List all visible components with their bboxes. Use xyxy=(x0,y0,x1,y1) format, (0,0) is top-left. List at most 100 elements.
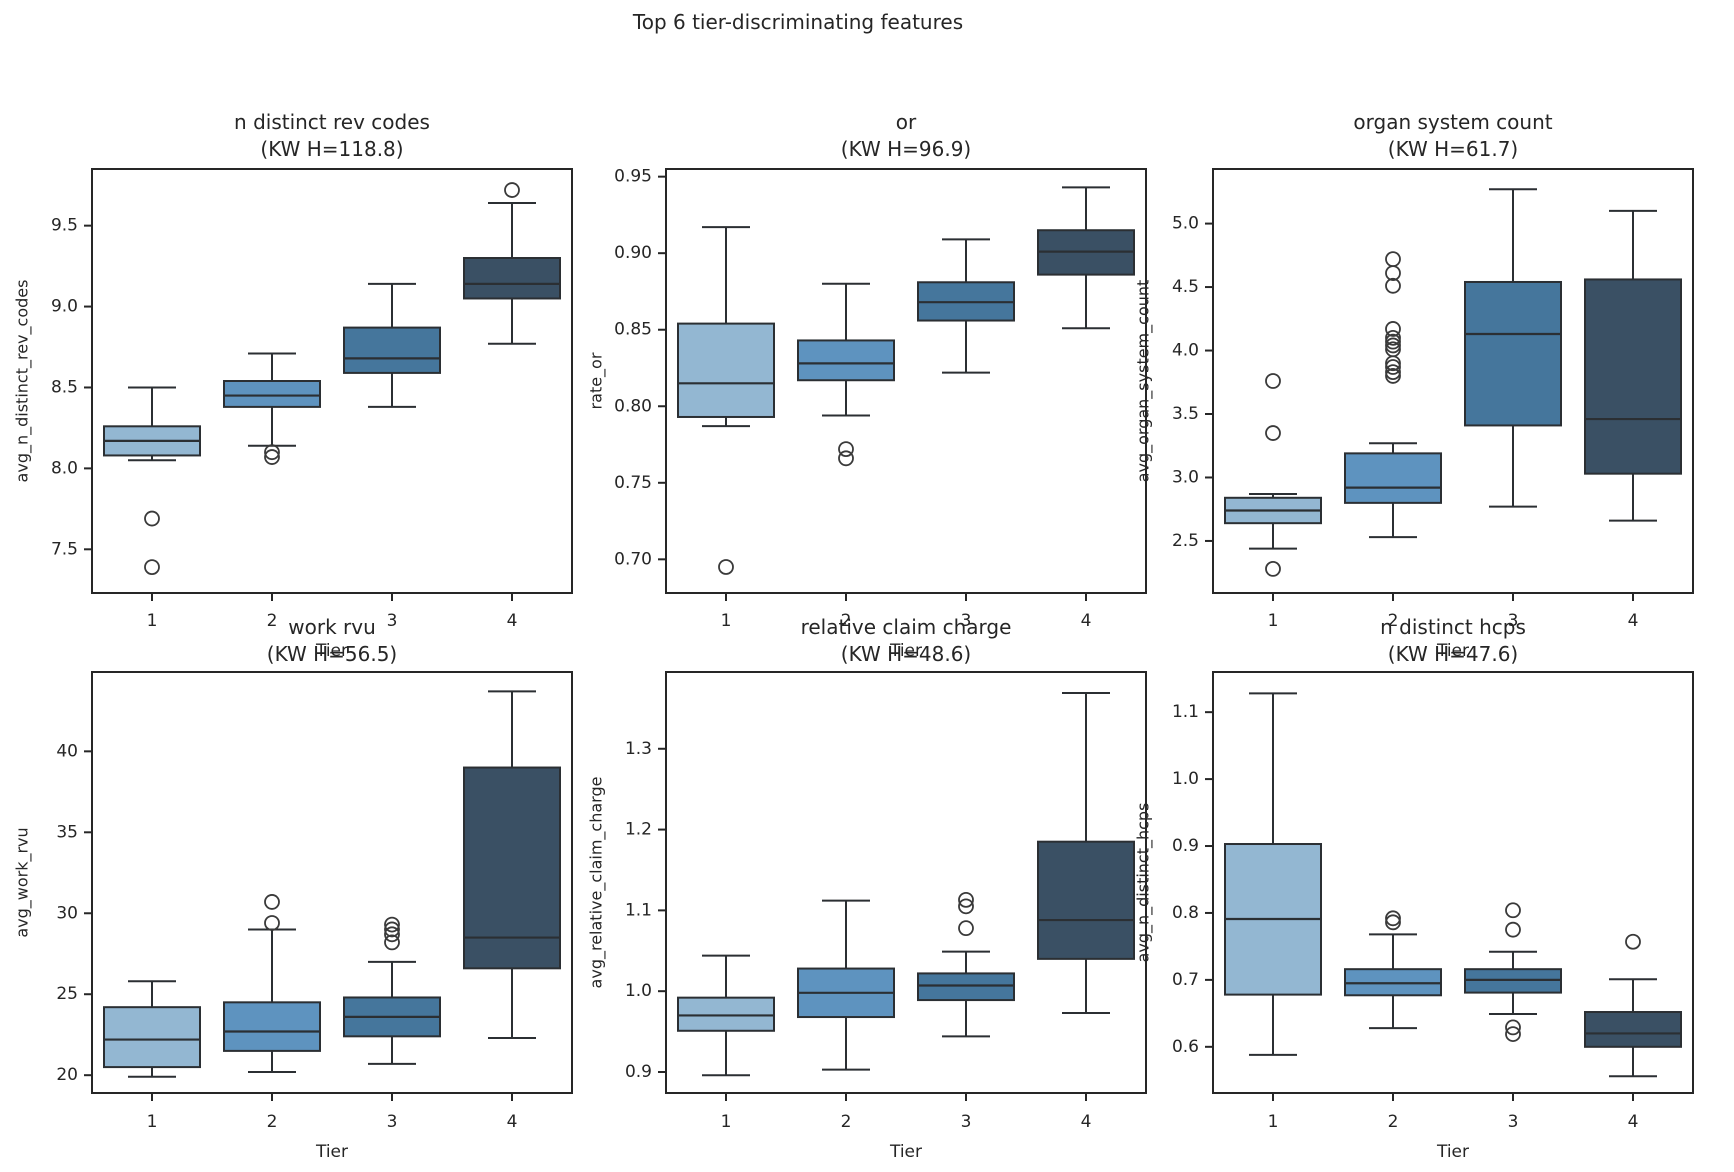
subplot-title: organ system count xyxy=(1353,110,1552,134)
box-tier-3 xyxy=(1464,902,1562,1043)
subplot-subtitle: (KW H=96.9) xyxy=(841,137,971,161)
x-axis-label: Tier xyxy=(1436,1142,1469,1162)
y-tick-label: 0.75 xyxy=(614,473,652,493)
outlier-point xyxy=(1505,921,1521,938)
box-tier-3 xyxy=(917,891,1015,1038)
outlier-point xyxy=(958,898,974,915)
y-tick-label: 9.0 xyxy=(51,297,78,317)
iqr-box xyxy=(223,1001,321,1052)
subplot-subtitle: (KW H=47.6) xyxy=(1388,642,1518,666)
box-tier-2 xyxy=(797,282,895,467)
x-tick-label: 2 xyxy=(1388,611,1399,631)
outlier-point xyxy=(384,926,400,943)
subplot-title: or xyxy=(896,110,917,134)
iqr-box xyxy=(463,257,561,300)
y-tick-label: 0.70 xyxy=(614,549,652,569)
box-tier-4 xyxy=(1037,186,1135,330)
outlier-point xyxy=(264,444,280,461)
outlier-point xyxy=(838,441,854,458)
subplot-title: relative claim charge xyxy=(801,615,1012,639)
y-tick-label: 3.0 xyxy=(1172,467,1199,487)
y-axis-label: avg_n_distinct_rev_codes xyxy=(13,280,33,483)
box-tier-2 xyxy=(1344,251,1442,539)
outlier-point xyxy=(958,920,974,937)
x-tick-label: 4 xyxy=(1628,1112,1639,1132)
iqr-box xyxy=(1464,280,1562,427)
axes-frame xyxy=(1212,168,1694,594)
subplot-2: 0.70 0.75 0.80 0.85 0.90 0.95 rate_or 1 2 3 4 Tier o… xyxy=(587,110,1147,661)
box-tier-1 xyxy=(677,954,775,1077)
subplot-6: 0.6 0.7 0.8 0.9 1.0 1.1 avg_n_distinct_hcps 1 2 3… xyxy=(1134,615,1694,1162)
outlier-point xyxy=(1265,373,1281,389)
y-tick-label: 0.95 xyxy=(614,167,652,187)
box-tier-1 xyxy=(1224,373,1322,577)
subplot-subtitle: (KW H=61.7) xyxy=(1388,137,1518,161)
box-tier-2 xyxy=(1344,910,1442,1030)
outlier-point xyxy=(144,510,160,527)
x-tick-label: 4 xyxy=(507,611,518,631)
outlier-point xyxy=(1385,329,1401,346)
box-tier-4 xyxy=(463,690,561,1039)
y-tick-label: 1.1 xyxy=(1172,702,1199,722)
outlier-point xyxy=(1385,910,1401,927)
x-axis-label: Tier xyxy=(315,1142,348,1162)
axes-frame xyxy=(91,168,573,594)
x-tick-label: 2 xyxy=(841,1112,852,1132)
x-tick-label: 4 xyxy=(1081,1112,1092,1132)
outlier-point xyxy=(1505,902,1521,919)
y-axis-label: avg_work_rvu xyxy=(13,827,33,937)
outlier-point xyxy=(1385,277,1401,294)
box-tier-2 xyxy=(223,352,321,465)
outlier-point xyxy=(1385,914,1401,931)
y-tick-label: 5.0 xyxy=(1172,214,1199,234)
y-tick-label: 20 xyxy=(56,1065,78,1085)
box-tier-1 xyxy=(1224,692,1322,1056)
outlier-point xyxy=(1385,359,1401,375)
y-tick-label: 0.9 xyxy=(625,1062,652,1082)
iqr-box xyxy=(103,1006,201,1069)
y-axis-label: avg_relative_claim_charge xyxy=(587,777,607,989)
subplot-title: n distinct hcps xyxy=(1380,615,1526,639)
outlier-point xyxy=(264,915,280,931)
box-tier-4 xyxy=(1037,692,1135,1015)
iqr-box xyxy=(677,996,775,1032)
x-tick-label: 1 xyxy=(147,611,158,631)
y-tick-label: 3.5 xyxy=(1172,404,1199,424)
box-tier-1 xyxy=(103,980,201,1078)
x-tick-label: 1 xyxy=(147,1112,158,1132)
x-tick-label: 3 xyxy=(387,611,398,631)
axes-frame xyxy=(665,168,1147,594)
y-tick-label: 40 xyxy=(56,741,78,761)
x-tick-label: 4 xyxy=(1081,611,1092,631)
axes-frame xyxy=(1212,671,1694,1094)
y-axis-label: avg_organ_system_count xyxy=(1134,280,1154,483)
outlier-point xyxy=(958,891,974,908)
outlier-point xyxy=(1385,355,1401,372)
box-tier-2 xyxy=(223,894,321,1073)
y-tick-label: 8.0 xyxy=(51,458,78,478)
x-tick-label: 4 xyxy=(507,1112,518,1132)
y-tick-label: 0.7 xyxy=(1172,970,1199,990)
y-tick-label: 7.5 xyxy=(51,539,78,559)
iqr-box xyxy=(1037,840,1135,960)
y-tick-label: 8.5 xyxy=(51,377,78,397)
outlier-point xyxy=(1385,321,1401,337)
outlier-point xyxy=(384,934,400,951)
outlier-point xyxy=(384,921,400,938)
box-tier-4 xyxy=(463,182,561,345)
y-tick-label: 4.5 xyxy=(1172,277,1199,297)
box-tier-4 xyxy=(1584,209,1682,522)
outlier-point xyxy=(1625,933,1641,950)
subplot-3: 2.5 3.0 3.5 4.0 4.5 5.0 avg_organ_system_count… xyxy=(1134,110,1694,661)
y-tick-label: 9.5 xyxy=(51,216,78,236)
iqr-box xyxy=(223,380,321,408)
outlier-point xyxy=(1385,337,1401,354)
box-tier-2 xyxy=(797,899,895,1071)
x-tick-label: 4 xyxy=(1628,611,1639,631)
outlier-point xyxy=(144,559,160,576)
x-tick-label: 3 xyxy=(961,1112,972,1132)
x-axis-label: Tier xyxy=(1436,641,1469,661)
iqr-box xyxy=(1344,452,1442,504)
iqr-box xyxy=(917,972,1015,1002)
